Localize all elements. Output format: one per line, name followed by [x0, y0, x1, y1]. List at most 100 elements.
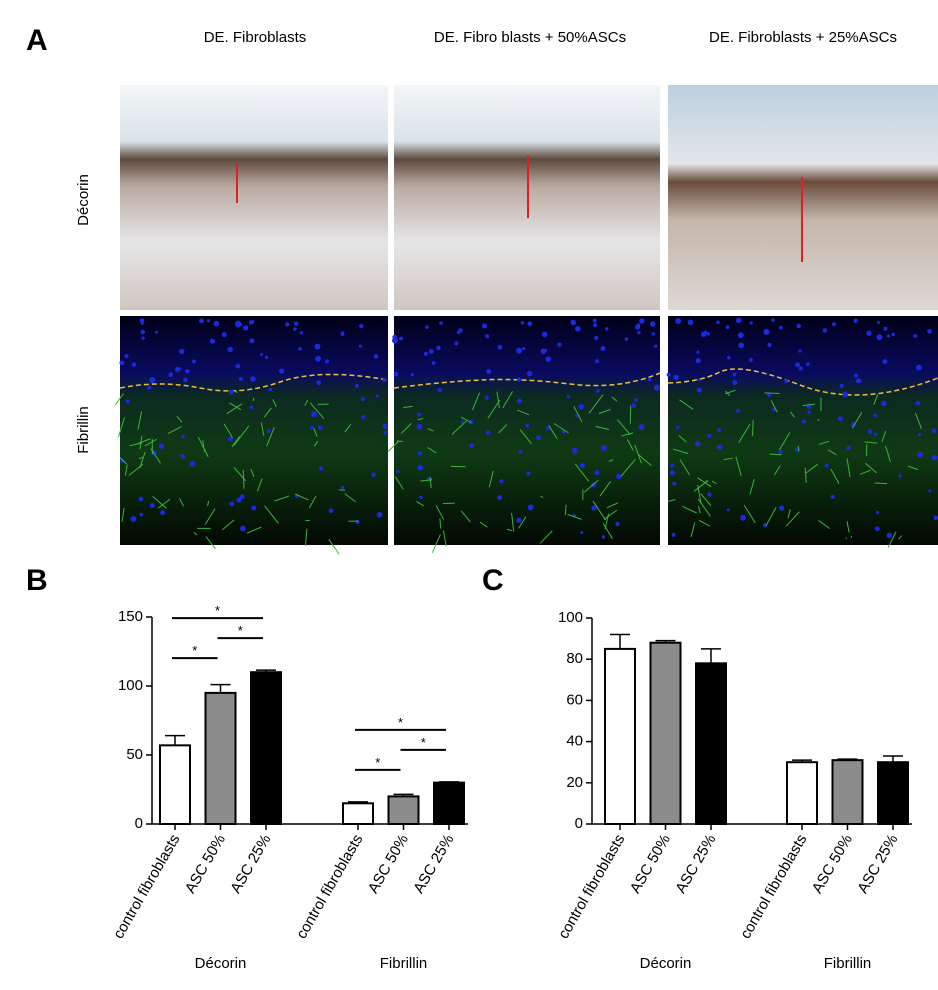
fiber: [752, 420, 754, 436]
fiber: [785, 511, 800, 527]
fiber: [233, 390, 238, 393]
nucleus: [131, 362, 137, 367]
nucleus: [124, 354, 129, 359]
nucleus: [396, 469, 400, 473]
nucleus: [235, 363, 241, 369]
nucleus: [383, 431, 388, 435]
nucleus: [592, 318, 597, 323]
nucleus: [651, 332, 655, 336]
nucleus: [458, 328, 463, 333]
nucleus: [557, 342, 562, 347]
fiber: [548, 425, 558, 440]
group-label: Décorin: [195, 955, 247, 972]
nucleus: [229, 501, 235, 507]
fiber: [119, 457, 128, 465]
nucleus: [866, 330, 872, 336]
nucleus: [853, 318, 858, 323]
fiber: [460, 416, 472, 424]
nucleus: [178, 367, 182, 371]
nucleus: [666, 372, 671, 377]
nucleus: [293, 327, 297, 331]
nucleus: [778, 450, 783, 455]
nucleus: [207, 319, 211, 323]
nucleus: [355, 384, 359, 388]
nucleus: [149, 377, 156, 383]
nucleus: [266, 428, 271, 434]
fiber: [204, 508, 216, 525]
row-label: Fibrillin: [75, 406, 92, 454]
nucleus: [853, 373, 859, 378]
nucleus: [140, 321, 144, 325]
fiber: [226, 403, 243, 415]
fiber: [502, 391, 514, 409]
nucleus: [675, 318, 682, 325]
fiber: [387, 440, 400, 452]
nucleus: [798, 366, 803, 371]
nucleus: [518, 449, 523, 454]
fiber: [611, 396, 618, 402]
nucleus: [427, 476, 433, 482]
nucleus: [310, 425, 315, 430]
nucleus: [168, 372, 174, 378]
nucleus: [928, 489, 932, 493]
column-title: DE. Fibro blasts + 50%ASCs: [434, 29, 626, 46]
nucleus: [735, 317, 742, 324]
fiber: [697, 498, 711, 517]
fiber: [540, 495, 544, 499]
fiber: [442, 530, 447, 546]
fiber: [698, 519, 710, 527]
fiber: [242, 469, 245, 489]
nucleus: [428, 349, 434, 355]
fiber: [137, 411, 143, 430]
nucleus: [227, 346, 233, 353]
nucleus: [696, 350, 700, 354]
nucleus: [580, 531, 584, 535]
nucleus: [624, 337, 629, 341]
fiber: [193, 531, 198, 536]
nucleus: [298, 347, 302, 351]
nucleus: [654, 344, 658, 348]
fiber: [850, 535, 853, 538]
fiber: [735, 456, 742, 476]
fiber: [620, 458, 636, 477]
nucleus: [595, 359, 600, 364]
fiber: [231, 436, 241, 448]
fiber: [603, 509, 618, 520]
fiber: [252, 397, 255, 402]
nucleus: [707, 492, 712, 497]
nucleus: [694, 440, 701, 447]
nucleus: [375, 394, 379, 398]
fiber: [309, 402, 325, 419]
nucleus: [891, 332, 895, 337]
nucleus: [672, 481, 677, 486]
fiber: [222, 519, 235, 531]
fiber: [328, 538, 340, 555]
fiber: [429, 477, 432, 489]
fiber: [498, 424, 508, 434]
fiber: [460, 510, 471, 523]
nucleus: [391, 337, 398, 344]
nucleus: [278, 368, 285, 374]
bar: [786, 761, 818, 826]
nucleus: [736, 408, 741, 413]
nucleus: [285, 322, 290, 327]
fiber: [487, 399, 501, 419]
nucleus: [516, 377, 521, 382]
nucleus: [839, 383, 844, 388]
bar: [342, 802, 374, 825]
nucleus: [600, 445, 607, 451]
fiber: [697, 477, 712, 488]
nucleus: [915, 400, 921, 406]
nucleus: [717, 428, 722, 432]
nucleus: [740, 514, 746, 521]
nucleus: [238, 377, 243, 381]
fiber: [427, 428, 434, 432]
nucleus: [669, 470, 676, 476]
nucleus: [522, 347, 526, 351]
nucleus: [382, 423, 389, 430]
nucleus: [653, 384, 660, 391]
fiber: [621, 432, 634, 437]
significance-star: *: [421, 735, 426, 750]
fiber: [818, 520, 831, 530]
nucleus: [393, 371, 399, 377]
